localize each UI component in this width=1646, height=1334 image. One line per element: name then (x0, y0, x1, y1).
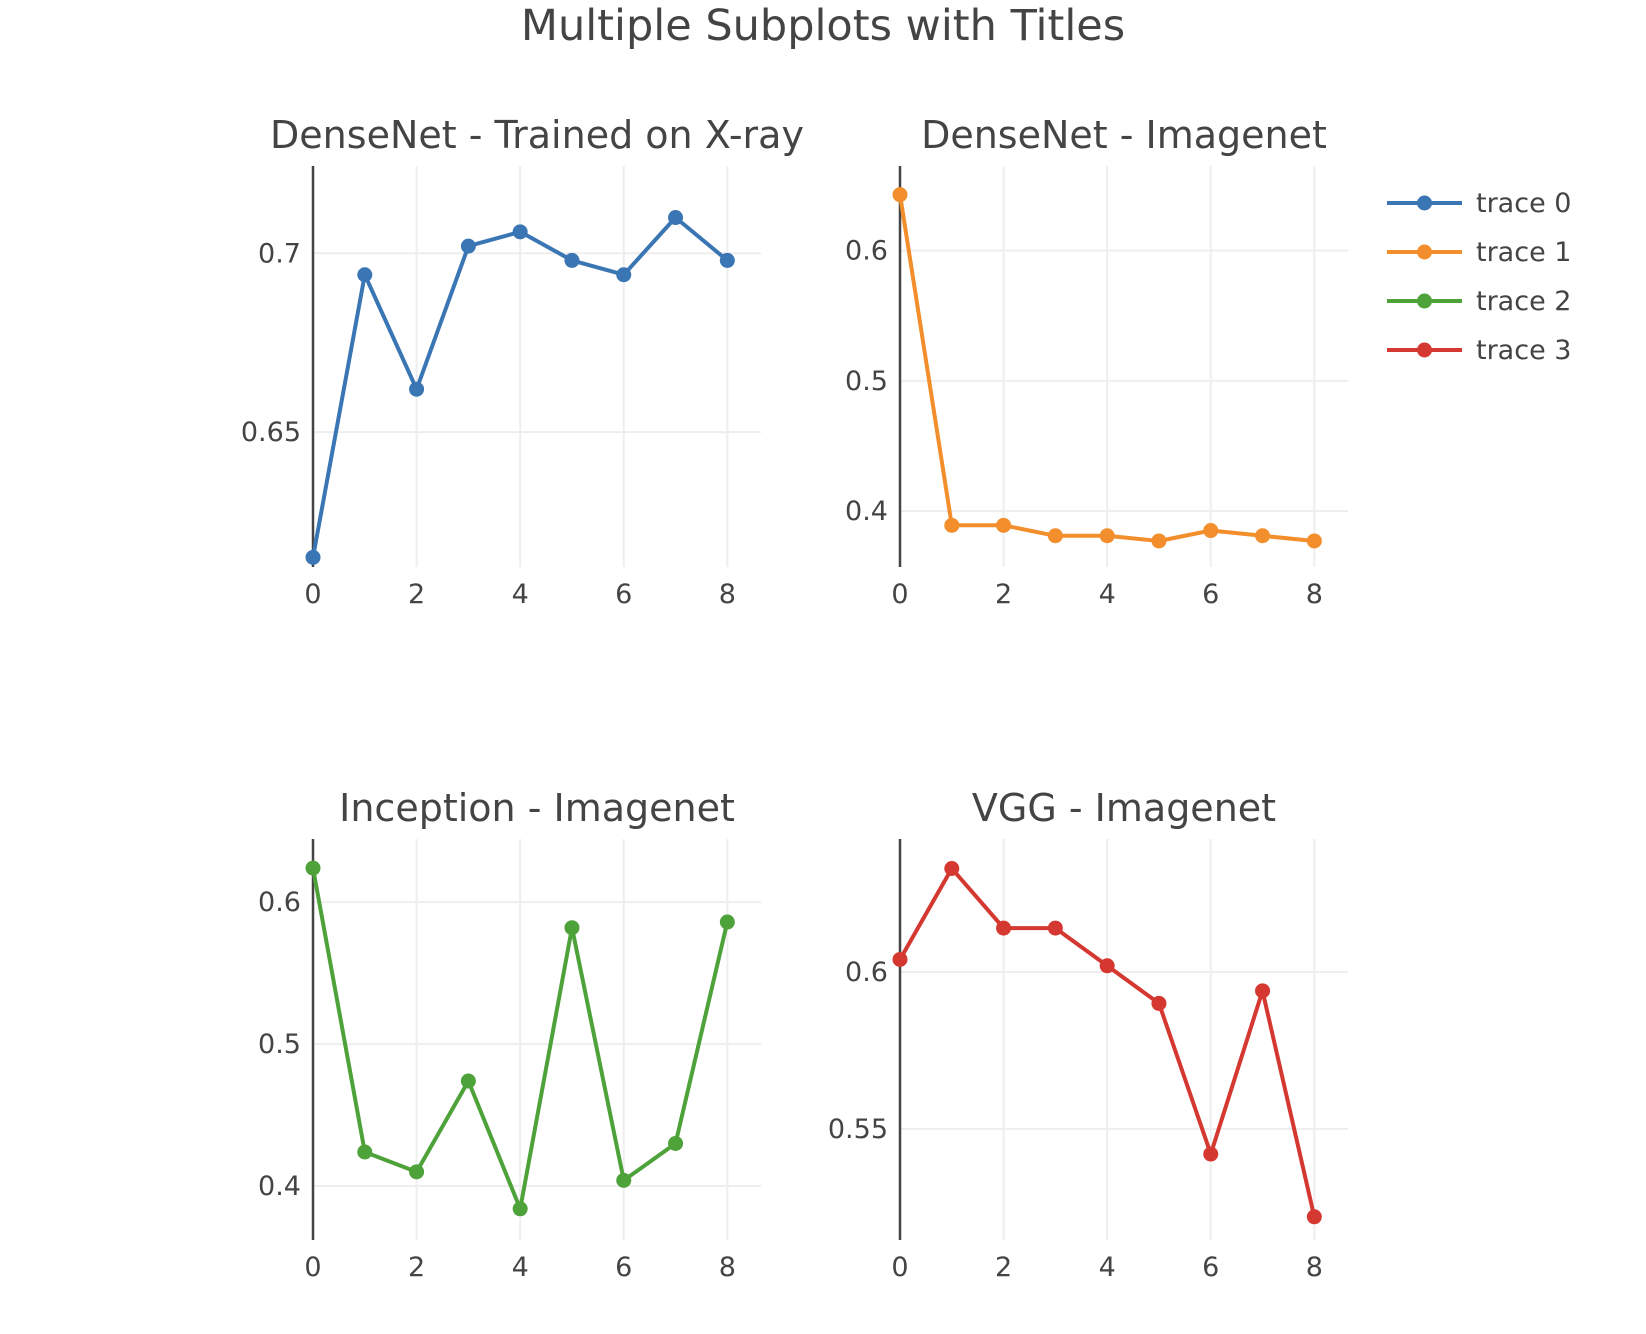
x-tick-label: 2 (408, 1252, 425, 1283)
subplot-densenet-imagenet: DenseNet - Imagenet 0 2 4 6 8 0.4 0.5 0.6 (845, 113, 1348, 610)
data-point[interactable] (1203, 1146, 1219, 1162)
legend-label: trace 2 (1476, 286, 1571, 317)
x-tick-label: 0 (891, 579, 908, 610)
data-point[interactable] (357, 1144, 373, 1160)
subplot-inception-imagenet: Inception - Imagenet 0 2 4 6 8 0.4 0.5 0.6 (258, 786, 761, 1283)
data-point[interactable] (668, 1135, 684, 1151)
x-tick-label: 4 (1099, 579, 1116, 610)
data-point[interactable] (564, 252, 580, 268)
x-tick-label: 8 (1306, 579, 1323, 610)
y-tick-label: 0.5 (845, 366, 888, 397)
data-point[interactable] (409, 381, 425, 397)
y-tick-label: 0.55 (828, 1114, 888, 1145)
x-tick-label: 6 (1202, 579, 1219, 610)
data-point[interactable] (1099, 528, 1115, 544)
x-tick-label: 6 (615, 1252, 632, 1283)
legend: trace 0 trace 1 trace 2 trace 3 (1387, 188, 1571, 366)
legend-item-trace-0[interactable]: trace 0 (1387, 188, 1571, 219)
data-point[interactable] (305, 860, 321, 876)
data-point[interactable] (1047, 920, 1063, 936)
x-tick-label: 6 (1202, 1252, 1219, 1283)
legend-label: trace 3 (1476, 335, 1571, 366)
x-tick-label: 8 (719, 579, 736, 610)
data-point[interactable] (996, 920, 1012, 936)
series-trace-3 (892, 860, 1322, 1225)
data-point[interactable] (1099, 958, 1115, 974)
x-tick-label: 2 (995, 1252, 1012, 1283)
y-tick-label: 0.7 (258, 238, 301, 269)
x-tick-label: 0 (304, 579, 321, 610)
data-point[interactable] (1255, 528, 1271, 544)
subplot-title: DenseNet - Trained on X-ray (270, 113, 804, 157)
subplot-densenet-trained-on-x-ray: DenseNet - Trained on X-ray 0 2 4 6 8 0.65 0.7 (241, 113, 804, 610)
data-point[interactable] (409, 1164, 425, 1180)
data-point[interactable] (1203, 523, 1219, 539)
legend-marker (1417, 195, 1432, 211)
y-tick-label: 0.6 (845, 957, 888, 988)
x-tick-label: 0 (304, 1252, 321, 1283)
x-tick-label: 8 (719, 1252, 736, 1283)
legend-label: trace 1 (1476, 237, 1571, 268)
data-point[interactable] (996, 517, 1012, 533)
data-point[interactable] (357, 267, 373, 283)
x-tick-label: 8 (1306, 1252, 1323, 1283)
data-point[interactable] (1047, 528, 1063, 544)
x-tick-label: 0 (891, 1252, 908, 1283)
data-point[interactable] (719, 914, 735, 930)
legend-marker (1417, 293, 1432, 309)
y-tick-label: 0.65 (241, 417, 301, 448)
data-point[interactable] (892, 187, 908, 203)
series-trace-2 (305, 860, 735, 1217)
y-tick-label: 0.4 (845, 496, 888, 527)
data-point[interactable] (1306, 1209, 1322, 1225)
data-point[interactable] (460, 238, 476, 254)
x-tick-label: 2 (408, 579, 425, 610)
x-tick-label: 4 (512, 579, 529, 610)
x-tick-label: 4 (1099, 1252, 1116, 1283)
data-point[interactable] (1255, 983, 1271, 999)
x-tick-label: 4 (512, 1252, 529, 1283)
subplot-vgg-imagenet: VGG - Imagenet 0 2 4 6 8 0.55 0.6 (828, 786, 1348, 1283)
y-tick-label: 0.6 (258, 887, 301, 918)
data-point[interactable] (616, 267, 632, 283)
data-point[interactable] (719, 252, 735, 268)
series-trace-0 (305, 210, 735, 565)
data-point[interactable] (512, 1201, 528, 1217)
data-point[interactable] (616, 1172, 632, 1188)
legend-item-trace-2[interactable]: trace 2 (1387, 286, 1571, 317)
data-point[interactable] (944, 517, 960, 533)
data-point[interactable] (1151, 995, 1167, 1011)
data-point[interactable] (564, 920, 580, 936)
y-tick-label: 0.5 (258, 1029, 301, 1060)
x-tick-label: 2 (995, 579, 1012, 610)
figure-title: Multiple Subplots with Titles (520, 1, 1126, 51)
data-point[interactable] (512, 224, 528, 240)
legend-marker (1417, 342, 1432, 358)
data-point[interactable] (1151, 533, 1167, 549)
data-point[interactable] (944, 860, 960, 876)
legend-item-trace-1[interactable]: trace 1 (1387, 237, 1571, 268)
data-point[interactable] (668, 210, 684, 226)
series-trace-1 (892, 187, 1322, 549)
subplot-title: VGG - Imagenet (972, 786, 1276, 830)
legend-item-trace-3[interactable]: trace 3 (1387, 335, 1571, 366)
data-point[interactable] (305, 549, 321, 565)
legend-label: trace 0 (1476, 188, 1571, 219)
data-point[interactable] (1306, 533, 1322, 549)
subplot-title: Inception - Imagenet (339, 786, 735, 830)
data-point[interactable] (892, 951, 908, 967)
legend-marker (1417, 244, 1432, 260)
x-tick-label: 6 (615, 579, 632, 610)
subplot-title: DenseNet - Imagenet (921, 113, 1327, 157)
y-tick-label: 0.4 (258, 1171, 301, 1202)
y-tick-label: 0.6 (845, 236, 888, 267)
data-point[interactable] (460, 1073, 476, 1089)
